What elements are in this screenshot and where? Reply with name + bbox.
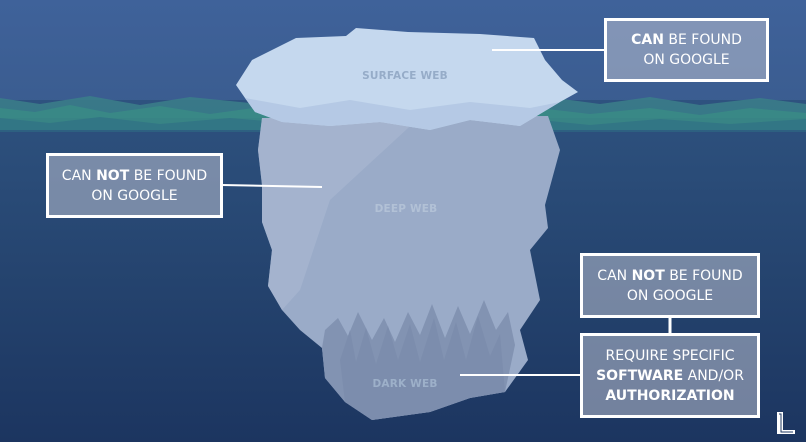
callout-emphasis: SOFTWARE: [596, 367, 684, 384]
iceberg-surface-shade: [245, 98, 560, 130]
callout-surface-web: CAN BE FOUND ON GOOGLE: [604, 18, 769, 82]
connector-deep: [221, 184, 323, 188]
callout-emphasis: NOT: [631, 267, 665, 284]
callout-line: AUTHORIZATION: [605, 386, 734, 406]
callout-deep-web: CAN NOT BE FOUND ON GOOGLE: [46, 153, 223, 218]
callout-line: ON GOOGLE: [91, 187, 178, 204]
callout-line: CAN NOT BE FOUND: [597, 266, 742, 286]
callout-line: ON GOOGLE: [643, 52, 730, 68]
callout-dark-web-software: REQUIRE SPECIFIC SOFTWARE AND/OR AUTHORI…: [580, 333, 760, 418]
dark-web-label: DARK WEB: [372, 378, 438, 390]
callout-line: CAN NOT BE FOUND: [62, 166, 207, 186]
callout-emphasis: NOT: [96, 167, 130, 184]
callout-line: ON GOOGLE: [626, 287, 714, 304]
surface-web-label: SURFACE WEB: [362, 70, 448, 82]
iceberg-deep-facet: [258, 117, 420, 310]
callout-emphasis: AUTHORIZATION: [605, 387, 735, 404]
callout-emphasis: CAN: [631, 32, 664, 48]
callout-text: CAN: [61, 167, 97, 184]
callout-text: BE FOUND: [663, 32, 742, 48]
callout-dark-web-google: CAN NOT BE FOUND ON GOOGLE: [580, 253, 760, 318]
callout-line: CAN BE FOUND: [631, 30, 742, 50]
iceberg-dark-spikes: [340, 316, 505, 420]
callout-line: SOFTWARE AND/OR: [596, 366, 744, 386]
callout-text: BE FOUND: [664, 267, 743, 284]
callout-line: REQUIRE SPECIFIC: [605, 347, 735, 364]
callout-text: BE FOUND: [129, 167, 208, 184]
deep-web-label: DEEP WEB: [374, 203, 438, 215]
callout-text: CAN: [597, 267, 632, 284]
callout-text: AND/OR: [683, 367, 744, 384]
l-logo-icon: [777, 412, 795, 434]
